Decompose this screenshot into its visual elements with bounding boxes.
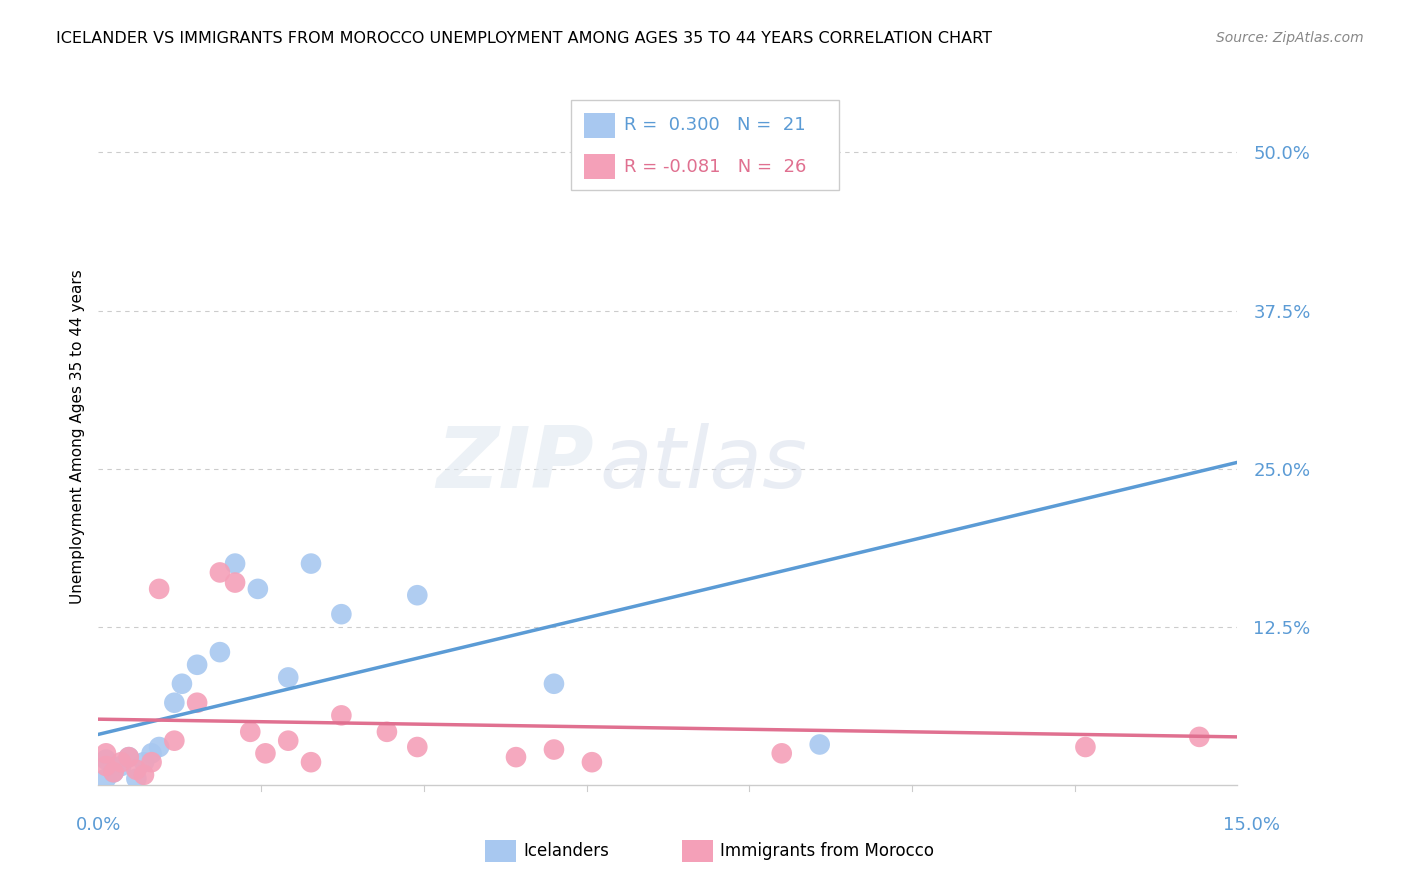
Point [186, 696, 208, 710]
Point [186, 657, 208, 672]
Point [132, 768, 155, 782]
Point [543, 742, 565, 756]
Point [1074, 739, 1097, 754]
Point [94, 772, 117, 786]
Text: R =  0.300   N =  21: R = 0.300 N = 21 [624, 116, 806, 134]
Point [110, 755, 132, 769]
Point [246, 582, 269, 596]
Text: ZIP: ZIP [436, 424, 593, 507]
Text: 0.0%: 0.0% [76, 816, 121, 834]
Point [406, 739, 429, 754]
Point [132, 755, 155, 769]
Point [277, 733, 299, 747]
Point [125, 763, 148, 777]
Text: ICELANDER VS IMMIGRANTS FROM MOROCCO UNEMPLOYMENT AMONG AGES 35 TO 44 YEARS CORR: ICELANDER VS IMMIGRANTS FROM MOROCCO UNE… [56, 31, 993, 46]
Point [581, 755, 603, 769]
Point [224, 557, 246, 571]
Point [543, 677, 565, 691]
Point [103, 765, 125, 780]
Point [330, 708, 353, 723]
Point [254, 747, 277, 761]
Point [94, 747, 117, 761]
Text: R = -0.081   N =  26: R = -0.081 N = 26 [624, 158, 806, 176]
Point [148, 582, 170, 596]
Text: Icelanders: Icelanders [523, 842, 609, 860]
Point [277, 670, 299, 684]
Point [208, 645, 231, 659]
Text: atlas: atlas [599, 424, 807, 507]
Point [299, 755, 322, 769]
Point [94, 759, 117, 773]
Point [1188, 730, 1211, 744]
Point [505, 750, 527, 764]
Point [208, 566, 231, 580]
Text: 15.0%: 15.0% [1223, 816, 1279, 834]
Point [406, 588, 429, 602]
Point [170, 677, 193, 691]
Point [224, 575, 246, 590]
Point [770, 747, 793, 761]
Point [148, 739, 170, 754]
Text: Source: ZipAtlas.com: Source: ZipAtlas.com [1216, 31, 1364, 45]
Point [125, 772, 148, 786]
Point [330, 607, 353, 622]
Y-axis label: Unemployment Among Ages 35 to 44 years: Unemployment Among Ages 35 to 44 years [69, 269, 84, 605]
Point [239, 724, 262, 739]
Text: Immigrants from Morocco: Immigrants from Morocco [720, 842, 934, 860]
Point [808, 738, 831, 752]
Point [110, 759, 132, 773]
Point [375, 724, 398, 739]
Point [163, 733, 186, 747]
Point [299, 557, 322, 571]
Point [103, 765, 125, 780]
Point [118, 750, 141, 764]
Point [141, 747, 163, 761]
Point [94, 753, 117, 767]
Point [141, 755, 163, 769]
Point [163, 696, 186, 710]
Point [118, 750, 141, 764]
